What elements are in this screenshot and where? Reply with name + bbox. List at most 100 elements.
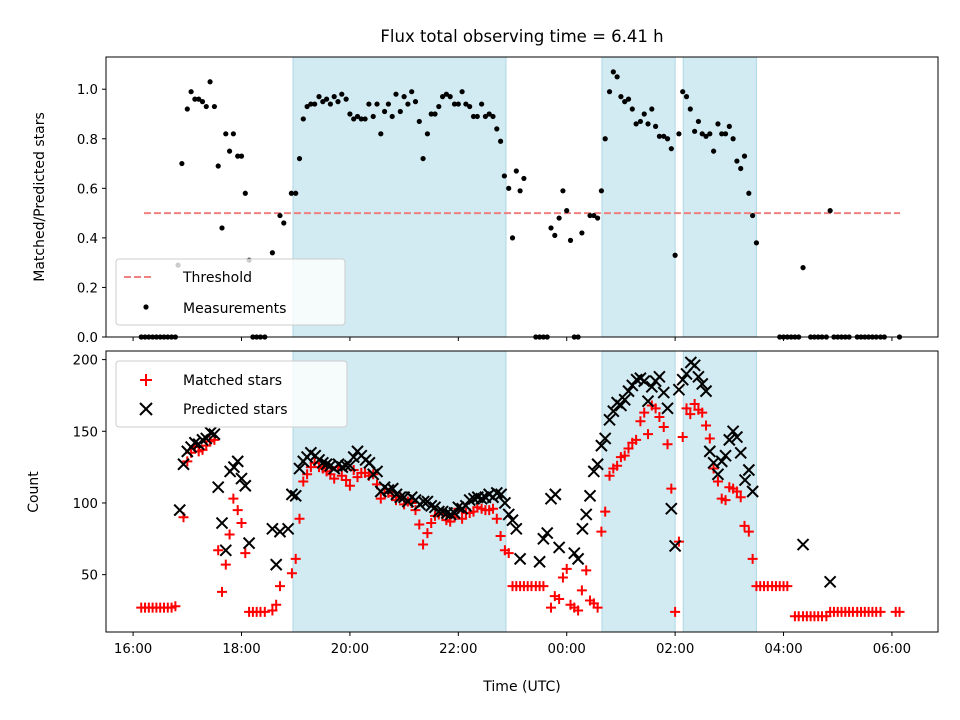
- measurement-point: [358, 116, 364, 122]
- predicted-star-point: [370, 465, 384, 478]
- measurement-point: [235, 153, 241, 159]
- matched-star-point: [538, 581, 549, 592]
- measurement-point: [393, 91, 399, 97]
- predicted-star-point: [742, 463, 756, 477]
- y-tick-label: 1.0: [77, 83, 98, 98]
- measurement-point: [746, 190, 752, 196]
- predicted-star-point: [587, 465, 601, 478]
- bottom-y-ticks: 50 100 150 200: [73, 354, 106, 584]
- measurement-point: [618, 94, 624, 100]
- measurement-point: [598, 188, 605, 194]
- bottom-x-ticks: 16:00 18:00 20:00 22:00 00:00 02:00 04:00 06:00: [114, 632, 911, 657]
- measurement-point: [312, 101, 318, 107]
- matched-star-point: [491, 513, 502, 524]
- predicted-star-point: [227, 460, 241, 474]
- matched-star-point: [658, 421, 669, 432]
- bottom-legend-box: [115, 360, 348, 428]
- measurement-point: [560, 188, 566, 194]
- measurement-point: [602, 136, 608, 142]
- predicted-star-point: [653, 370, 666, 384]
- matched-star-point: [557, 572, 568, 583]
- measurement-point: [320, 99, 326, 105]
- predicted-star-point: [269, 558, 283, 571]
- top-legend-box: [115, 258, 346, 326]
- measurement-point: [692, 128, 698, 134]
- measurement-point: [230, 131, 236, 137]
- matched-star-point: [619, 450, 630, 461]
- y-tick-label: 100: [73, 497, 98, 512]
- predicted-star-point: [242, 536, 256, 550]
- measurement-point: [226, 148, 233, 154]
- predicted-star-point: [231, 455, 244, 468]
- measurement-point: [637, 118, 644, 125]
- matched-star-point: [635, 416, 646, 427]
- predicted-star-point: [734, 446, 747, 459]
- matched-star-point: [240, 548, 251, 559]
- measurement-point: [734, 158, 740, 164]
- matched-star-point: [720, 495, 731, 506]
- x-tick-label: 20:00: [331, 642, 369, 657]
- measurement-point: [316, 94, 322, 100]
- measurement-point: [470, 113, 477, 120]
- matched-star-point: [639, 407, 650, 418]
- measurement-point: [595, 215, 601, 221]
- y-tick-label: 200: [73, 354, 98, 369]
- predicted-star-point: [266, 522, 279, 535]
- top-axes-frame: [105, 56, 939, 338]
- matched-star-point: [545, 602, 556, 613]
- measurement-point: [219, 225, 225, 231]
- measurement-point: [374, 101, 380, 107]
- x-axis-label: Time (UTC): [482, 679, 560, 695]
- measurement-point: [199, 99, 206, 105]
- measurement-point: [750, 212, 756, 219]
- matched-star-point: [290, 553, 301, 564]
- matched-star-point: [704, 433, 715, 444]
- matched-star-point: [286, 568, 297, 579]
- predicted-star-point: [537, 532, 550, 546]
- measurement-point: [668, 146, 674, 152]
- measurement-point: [509, 235, 516, 241]
- matched-star-point: [689, 399, 700, 410]
- measurement-point: [656, 133, 663, 139]
- predicted-star-point: [641, 394, 655, 408]
- matched-star-point: [294, 513, 305, 524]
- x-tick-label: 02:00: [656, 642, 694, 657]
- measurement-point: [308, 101, 314, 107]
- matched-star-point: [220, 559, 231, 570]
- measurement-point: [343, 96, 349, 102]
- measurement-point: [672, 252, 678, 258]
- predicted-star-point: [668, 539, 682, 553]
- predicted-star-point: [204, 426, 217, 439]
- matched-star-point: [418, 539, 429, 550]
- measurement-point: [610, 69, 616, 75]
- x-tick-label: 04:00: [764, 642, 802, 657]
- top-panel: 0.0 0.2 0.4 0.6 0.8 1.0 Matched/Predicted sta…: [32, 56, 939, 346]
- measurement-point: [661, 133, 667, 139]
- predicted-star-point: [188, 436, 202, 449]
- measurement-point: [715, 121, 721, 127]
- measurement-point: [711, 148, 717, 154]
- measurement-point: [288, 190, 294, 196]
- y-tick-label: 0.4: [77, 232, 98, 247]
- measurement-point: [339, 91, 345, 97]
- measurement-point: [625, 96, 632, 102]
- matched-star-point: [329, 473, 340, 484]
- predicted-star-point: [598, 432, 612, 445]
- measurement-point: [521, 175, 527, 182]
- predicted-star-point: [502, 508, 515, 521]
- predicted-star-point: [580, 508, 593, 521]
- predicted-legend-label: Predicted stars: [183, 402, 288, 418]
- predicted-star-point: [382, 483, 395, 497]
- matched-star-point: [213, 545, 224, 556]
- measurement-point: [699, 131, 705, 137]
- measurement-point: [741, 153, 748, 159]
- measurement-point: [497, 138, 504, 144]
- measurement-point: [579, 230, 585, 236]
- measurement-point: [707, 131, 713, 137]
- measurement-point: [296, 155, 303, 162]
- y-tick-label: 0.8: [77, 133, 98, 148]
- matched-star-point: [228, 493, 239, 504]
- measurement-point: [552, 232, 558, 239]
- predicted-star-point: [571, 552, 585, 566]
- matched-star-point: [554, 594, 565, 605]
